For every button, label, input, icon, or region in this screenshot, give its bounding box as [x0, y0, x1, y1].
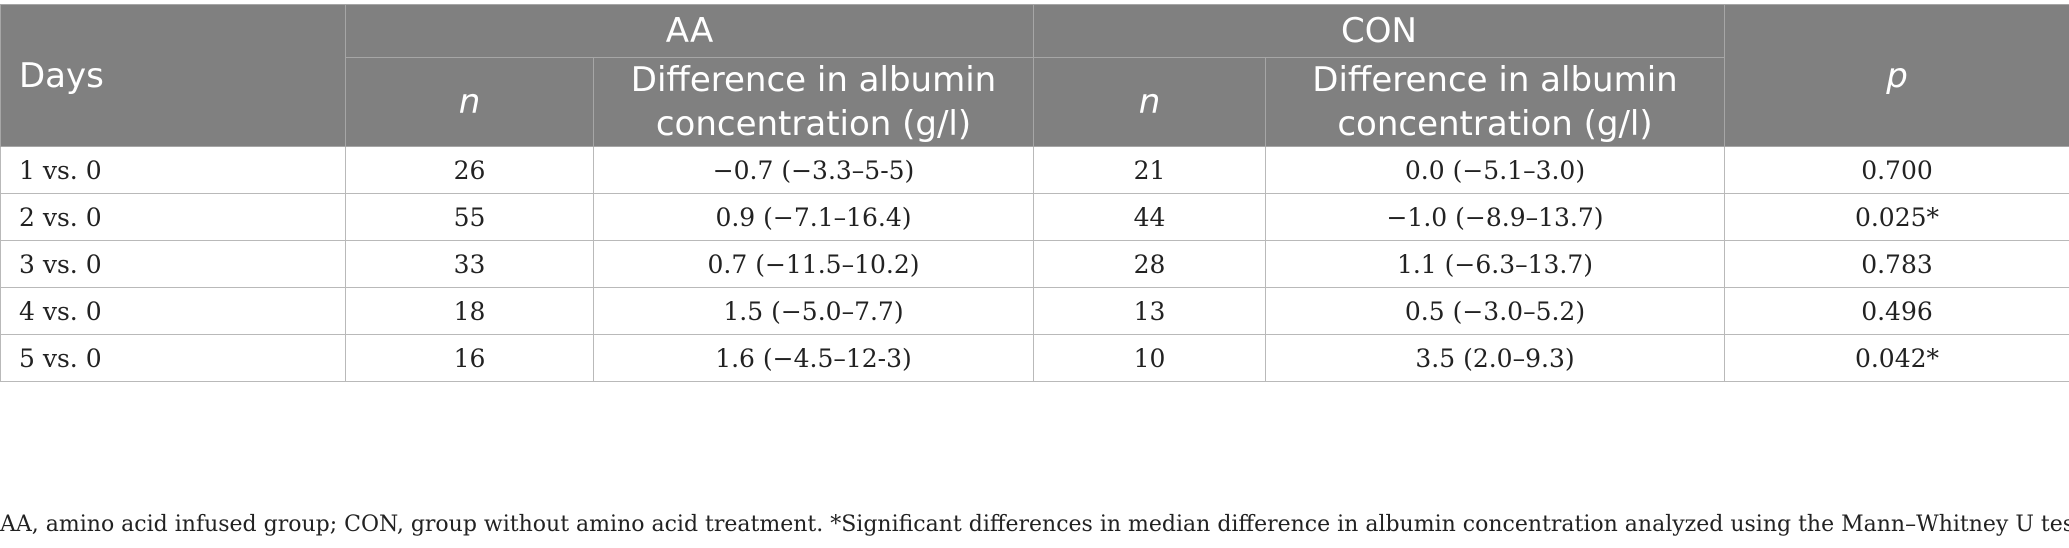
cell-days: 4 vs. 0 [0, 287, 346, 335]
albumin-table: Days AA CON p n Difference in albumin co… [0, 4, 2069, 382]
table-body: 1 vs. 0 26 −0.7 (−3.3–5-5) 21 0.0 (−5.1–… [0, 146, 2069, 382]
header-aa-difference: Difference in albumin concentration (g/l… [593, 57, 1034, 147]
cell-days: 5 vs. 0 [0, 334, 346, 382]
cell-days: 2 vs. 0 [0, 193, 346, 241]
cell-con-n: 13 [1033, 287, 1266, 335]
cell-con-n: 21 [1033, 146, 1266, 194]
header-p: p [1724, 4, 2069, 147]
header-group-con: CON [1033, 4, 1725, 58]
table-row: 3 vs. 0 33 0.7 (−11.5–10.2) 28 1.1 (−6.3… [0, 240, 2069, 288]
cell-aa-n: 55 [345, 193, 594, 241]
header-row-groups: Days AA CON p [0, 4, 2069, 147]
cell-p: 0.025* [1724, 193, 2069, 241]
header-group-aa: AA [345, 4, 1034, 58]
cell-con-difference: 3.5 (2.0–9.3) [1265, 334, 1725, 382]
cell-con-difference: −1.0 (−8.9–13.7) [1265, 193, 1725, 241]
cell-p: 0.700 [1724, 146, 2069, 194]
header-aa-n: n [345, 57, 594, 147]
table-row: 5 vs. 0 16 1.6 (−4.5–12-3) 10 3.5 (2.0–9… [0, 334, 2069, 382]
cell-aa-n: 16 [345, 334, 594, 382]
cell-days: 3 vs. 0 [0, 240, 346, 288]
cell-p: 0.042* [1724, 334, 2069, 382]
header-con-difference: Difference in albumin concentration (g/l… [1265, 57, 1725, 147]
cell-p: 0.496 [1724, 287, 2069, 335]
cell-con-n: 28 [1033, 240, 1266, 288]
table-header: Days AA CON p n Difference in albumin co… [0, 4, 2069, 147]
cell-aa-n: 33 [345, 240, 594, 288]
table-row: 4 vs. 0 18 1.5 (−5.0–7.7) 13 0.5 (−3.0–5… [0, 287, 2069, 335]
cell-aa-n: 18 [345, 287, 594, 335]
cell-aa-n: 26 [345, 146, 594, 194]
cell-con-n: 44 [1033, 193, 1266, 241]
cell-con-difference: 0.5 (−3.0–5.2) [1265, 287, 1725, 335]
cell-aa-difference: −0.7 (−3.3–5-5) [593, 146, 1034, 194]
cell-aa-difference: 0.9 (−7.1–16.4) [593, 193, 1034, 241]
cell-con-n: 10 [1033, 334, 1266, 382]
header-days: Days [0, 4, 346, 147]
header-row-columns: n Difference in albumin concentration (g… [1, 57, 2069, 147]
cell-aa-difference: 1.6 (−4.5–12-3) [593, 334, 1034, 382]
cell-con-difference: 1.1 (−6.3–13.7) [1265, 240, 1725, 288]
cell-aa-difference: 1.5 (−5.0–7.7) [593, 287, 1034, 335]
table-footnote: AA, amino acid infused group; CON, group… [0, 512, 2069, 537]
table-row: 1 vs. 0 26 −0.7 (−3.3–5-5) 21 0.0 (−5.1–… [0, 146, 2069, 194]
table-row: 2 vs. 0 55 0.9 (−7.1–16.4) 44 −1.0 (−8.9… [0, 193, 2069, 241]
cell-days: 1 vs. 0 [0, 146, 346, 194]
cell-con-difference: 0.0 (−5.1–3.0) [1265, 146, 1725, 194]
cell-aa-difference: 0.7 (−11.5–10.2) [593, 240, 1034, 288]
header-con-n: n [1033, 57, 1266, 147]
cell-p: 0.783 [1724, 240, 2069, 288]
